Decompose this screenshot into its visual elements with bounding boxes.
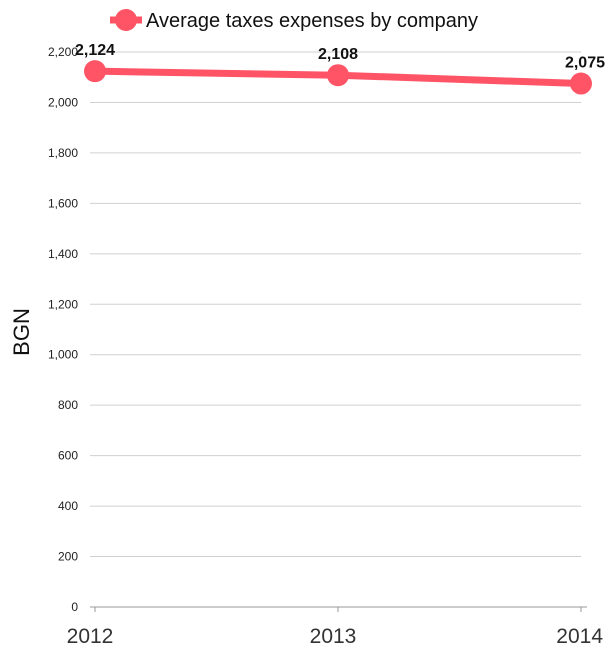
series-line: [84, 60, 592, 95]
y-tick-label: 800: [58, 398, 78, 412]
y-tick-label: 0: [71, 600, 78, 614]
gridlines: [90, 51, 581, 558]
data-point: [327, 64, 349, 87]
x-tick-label: 2013: [310, 625, 357, 648]
y-tick-label: 1,800: [48, 146, 78, 160]
y-tick-label: 400: [58, 499, 78, 513]
data-point: [84, 60, 106, 83]
x-tick-label: 2014: [556, 625, 603, 648]
data-point: [570, 72, 592, 95]
y-tick-label: 1,600: [48, 196, 78, 210]
y-tick-label: 200: [58, 550, 78, 564]
y-tick-label: 1,200: [48, 297, 78, 311]
x-tick-label: 2012: [67, 625, 114, 648]
y-tick-label: 1,400: [48, 247, 78, 261]
y-tick-label: 2,200: [48, 45, 78, 59]
y-axis-ticks: 0 200 400 600 800 1,000 1,200 1,400 1,600 1,800 2,…: [48, 45, 78, 614]
legend-label: Average taxes expenses by company: [146, 10, 478, 32]
y-axis-label: BGN: [9, 308, 34, 356]
legend-dot-marker: [115, 9, 137, 31]
x-axis: 2012 2013 2014: [67, 606, 603, 648]
legend: Average taxes expenses by company: [110, 9, 478, 32]
data-label: 2,124: [75, 42, 115, 59]
y-tick-label: 600: [58, 449, 78, 463]
y-tick-label: 2,000: [48, 95, 78, 109]
data-labels: 2,124 2,108 2,075: [75, 42, 605, 71]
data-label: 2,108: [318, 46, 358, 63]
data-label: 2,075: [565, 55, 605, 72]
y-tick-label: 1,000: [48, 348, 78, 362]
